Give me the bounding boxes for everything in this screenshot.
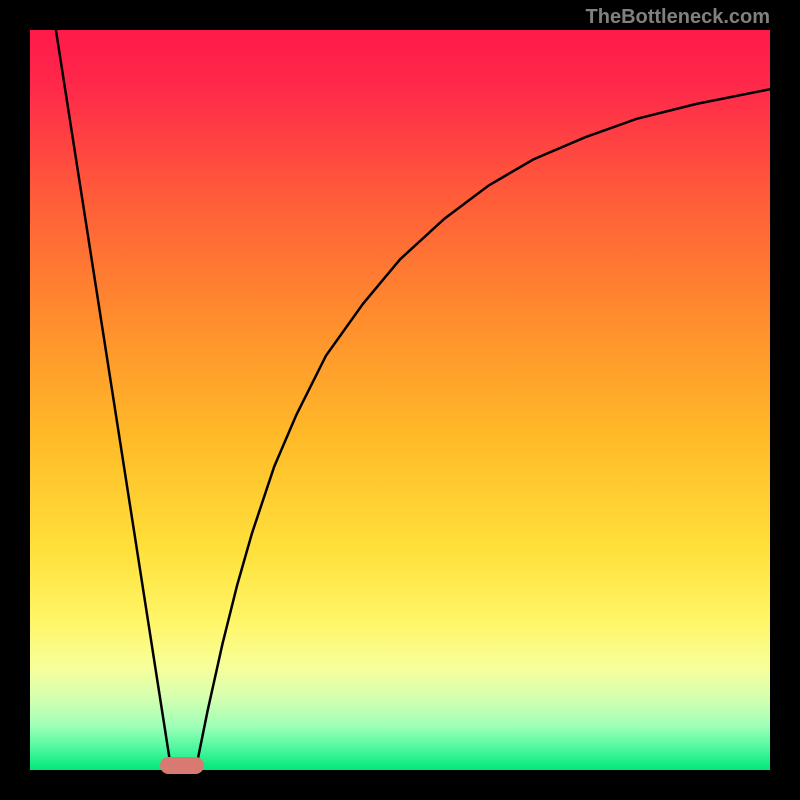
left-curve <box>56 30 171 766</box>
chart-container: TheBottleneck.com <box>0 0 800 800</box>
attribution-text: TheBottleneck.com <box>586 6 770 29</box>
plot-area <box>30 30 770 770</box>
curves-layer <box>30 30 770 770</box>
right-curve <box>197 89 771 765</box>
optimal-marker <box>160 757 204 773</box>
